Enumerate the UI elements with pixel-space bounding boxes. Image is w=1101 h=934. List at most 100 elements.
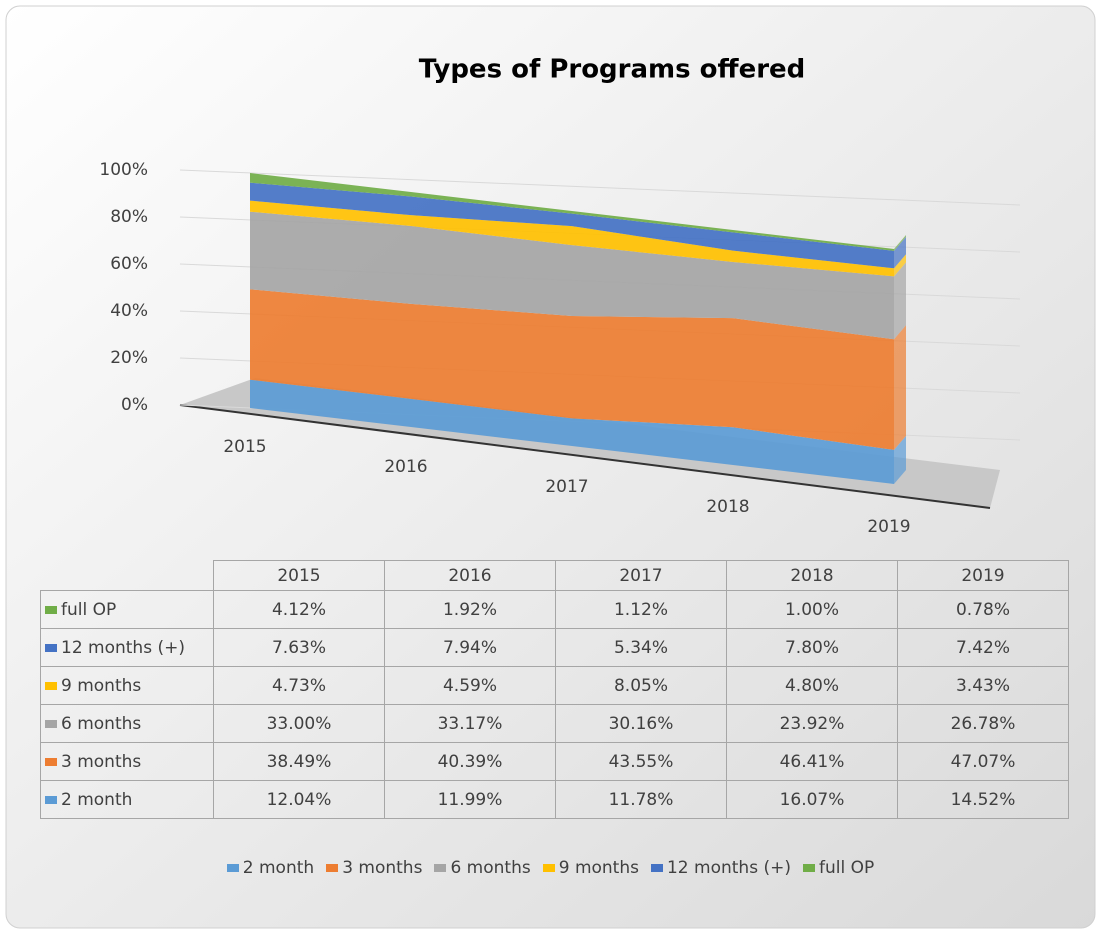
x-tick-label: 2016 xyxy=(384,457,427,477)
table-cell: 7.63% xyxy=(213,628,385,667)
legend-swatch xyxy=(326,864,339,872)
area xyxy=(250,289,894,450)
row-name: 12 months (+) xyxy=(61,637,185,658)
table-cell: 30.16% xyxy=(555,704,727,743)
area-side xyxy=(894,235,906,251)
table-cell: 23.92% xyxy=(726,704,898,743)
legend-label: 9 months xyxy=(558,858,639,878)
legend-swatch xyxy=(542,864,555,872)
table-row: 6 months 33.00% 33.17% 30.16% 23.92% 26.78% xyxy=(40,704,1069,743)
row-name: 6 months xyxy=(61,713,142,734)
table-header-row: 2015 2016 2017 2018 2019 xyxy=(40,560,1069,591)
legend-swatch xyxy=(650,864,663,872)
y-tick-label: 80% xyxy=(110,207,148,227)
row-swatch xyxy=(45,795,57,804)
legend-swatch xyxy=(802,864,815,872)
row-label: 6 months xyxy=(40,704,214,743)
table-cell: 4.73% xyxy=(213,666,385,705)
area xyxy=(250,200,894,277)
table-cell: 46.41% xyxy=(726,742,898,781)
legend-swatch xyxy=(434,864,447,872)
table-cell: 5.34% xyxy=(555,628,727,667)
legend-label: full OP xyxy=(818,858,875,878)
table-cell: 1.92% xyxy=(384,590,556,629)
table-cell: 16.07% xyxy=(726,780,898,819)
area-side xyxy=(894,262,906,340)
table-cell: 38.49% xyxy=(213,742,385,781)
row-name: 3 months xyxy=(61,751,142,772)
y-tick-label: 40% xyxy=(110,301,148,321)
table-cell: 33.17% xyxy=(384,704,556,743)
x-tick-label: 2019 xyxy=(867,517,910,537)
legend-item: 2 month xyxy=(226,858,314,878)
x-tick-label: 2018 xyxy=(706,497,749,517)
data-table: 2015 2016 2017 2018 2019 full OP 4.12% 1.92% 1.1… xyxy=(40,560,1069,819)
legend-item: 9 months xyxy=(542,858,639,878)
table-row: 3 months 38.49% 40.39% 43.55% 46.41% 47.07% xyxy=(40,742,1069,781)
table-cell: 14.52% xyxy=(897,780,1069,819)
table-cell: 43.55% xyxy=(555,742,727,781)
y-tick-label: 100% xyxy=(99,160,148,180)
table-header: 2018 xyxy=(726,560,898,591)
row-label: 3 months xyxy=(40,742,214,781)
area xyxy=(250,379,894,484)
table-row: 2 month 12.04% 11.99% 11.78% 16.07% 14.52% xyxy=(40,780,1069,819)
chart-title: Types of Programs offered xyxy=(419,55,806,85)
table-cell: 8.05% xyxy=(555,666,727,705)
row-label: 2 month xyxy=(40,780,214,819)
table-cell: 0.78% xyxy=(897,590,1069,629)
table-cell: 7.94% xyxy=(384,628,556,667)
area-side xyxy=(894,236,906,269)
y-tick-label: 20% xyxy=(110,348,148,368)
legend-item: 12 months (+) xyxy=(650,858,791,878)
table-cell: 3.43% xyxy=(897,666,1069,705)
area xyxy=(250,211,894,340)
area-side xyxy=(894,254,906,277)
row-swatch xyxy=(45,643,57,652)
row-label: 9 months xyxy=(40,666,214,705)
legend-item: 3 months xyxy=(326,858,422,878)
legend: 2 month 3 months 6 months 9 months 12 months… xyxy=(0,858,1101,878)
table-cell: 1.00% xyxy=(726,590,898,629)
x-axis xyxy=(179,404,991,509)
table-cell: 4.59% xyxy=(384,666,556,705)
table-header: 2015 xyxy=(213,560,385,591)
table-cell: 4.12% xyxy=(213,590,385,629)
table-cell: 47.07% xyxy=(897,742,1069,781)
table-cell: 11.99% xyxy=(384,780,556,819)
area xyxy=(250,172,894,251)
legend-label: 3 months xyxy=(342,858,423,878)
row-name: 9 months xyxy=(61,675,142,696)
table-corner xyxy=(40,560,214,591)
legend-label: 6 months xyxy=(450,858,531,878)
y-tick-label: 60% xyxy=(110,254,148,274)
table-cell: 11.78% xyxy=(555,780,727,819)
table-header: 2016 xyxy=(384,560,556,591)
table-cell: 40.39% xyxy=(384,742,556,781)
legend-swatch xyxy=(226,864,239,872)
area-side xyxy=(894,435,906,484)
row-name: 2 month xyxy=(61,789,133,810)
row-name: full OP xyxy=(61,599,117,620)
table-row: full OP 4.12% 1.92% 1.12% 1.00% 0.78% xyxy=(40,590,1069,629)
y-tick-label: 0% xyxy=(121,395,148,415)
table-cell: 7.42% xyxy=(897,628,1069,667)
area-side xyxy=(894,325,906,450)
table-header: 2019 xyxy=(897,560,1069,591)
table-cell: 1.12% xyxy=(555,590,727,629)
row-swatch xyxy=(45,605,57,614)
area xyxy=(250,182,894,269)
table-header: 2017 xyxy=(555,560,727,591)
table-cell: 4.80% xyxy=(726,666,898,705)
table-cell: 26.78% xyxy=(897,704,1069,743)
table-cell: 33.00% xyxy=(213,704,385,743)
legend-item: 6 months xyxy=(434,858,531,878)
row-swatch xyxy=(45,681,57,690)
x-tick-label: 2015 xyxy=(223,437,266,457)
table-cell: 12.04% xyxy=(213,780,385,819)
x-tick-label: 2017 xyxy=(545,477,588,497)
legend-label: 12 months (+) xyxy=(666,858,791,878)
table-row: 12 months (+) 7.63% 7.94% 5.34% 7.80% 7.42% xyxy=(40,628,1069,667)
table-cell: 7.80% xyxy=(726,628,898,667)
